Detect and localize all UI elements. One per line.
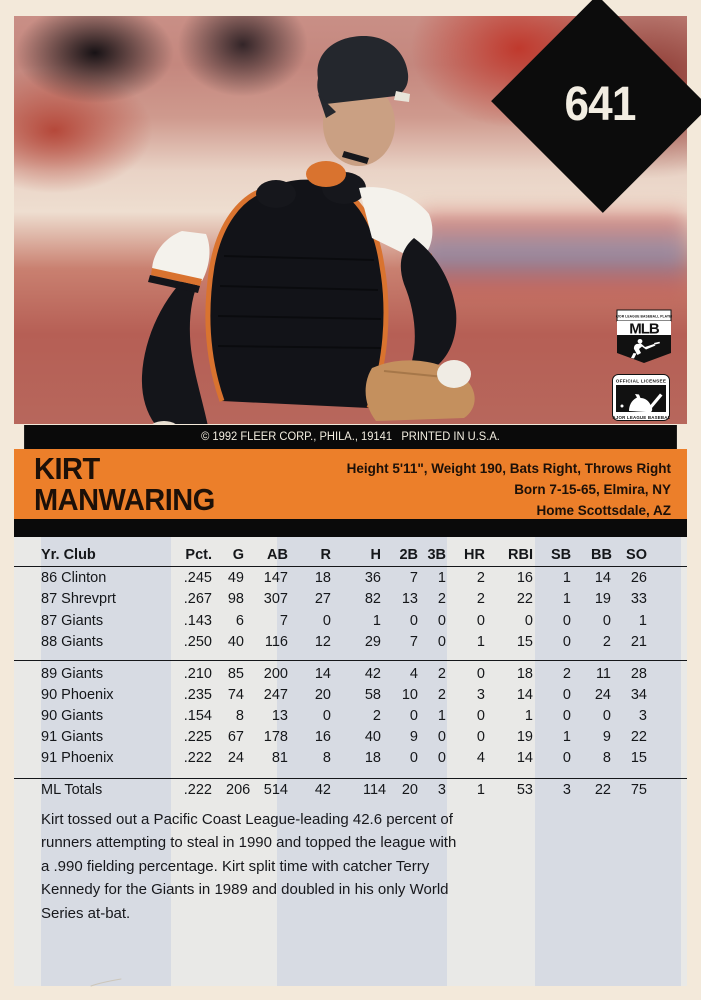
svg-text:MLB: MLB xyxy=(629,321,660,338)
svg-text:MAJOR LEAGUE BASEBALL: MAJOR LEAGUE BASEBALL xyxy=(612,415,670,420)
svg-text:OFFICIAL LICENSEE: OFFICIAL LICENSEE xyxy=(616,379,666,384)
svg-text:MAJOR LEAGUE BASEBALL PLAYERS: MAJOR LEAGUE BASEBALL PLAYERS xyxy=(616,314,672,318)
